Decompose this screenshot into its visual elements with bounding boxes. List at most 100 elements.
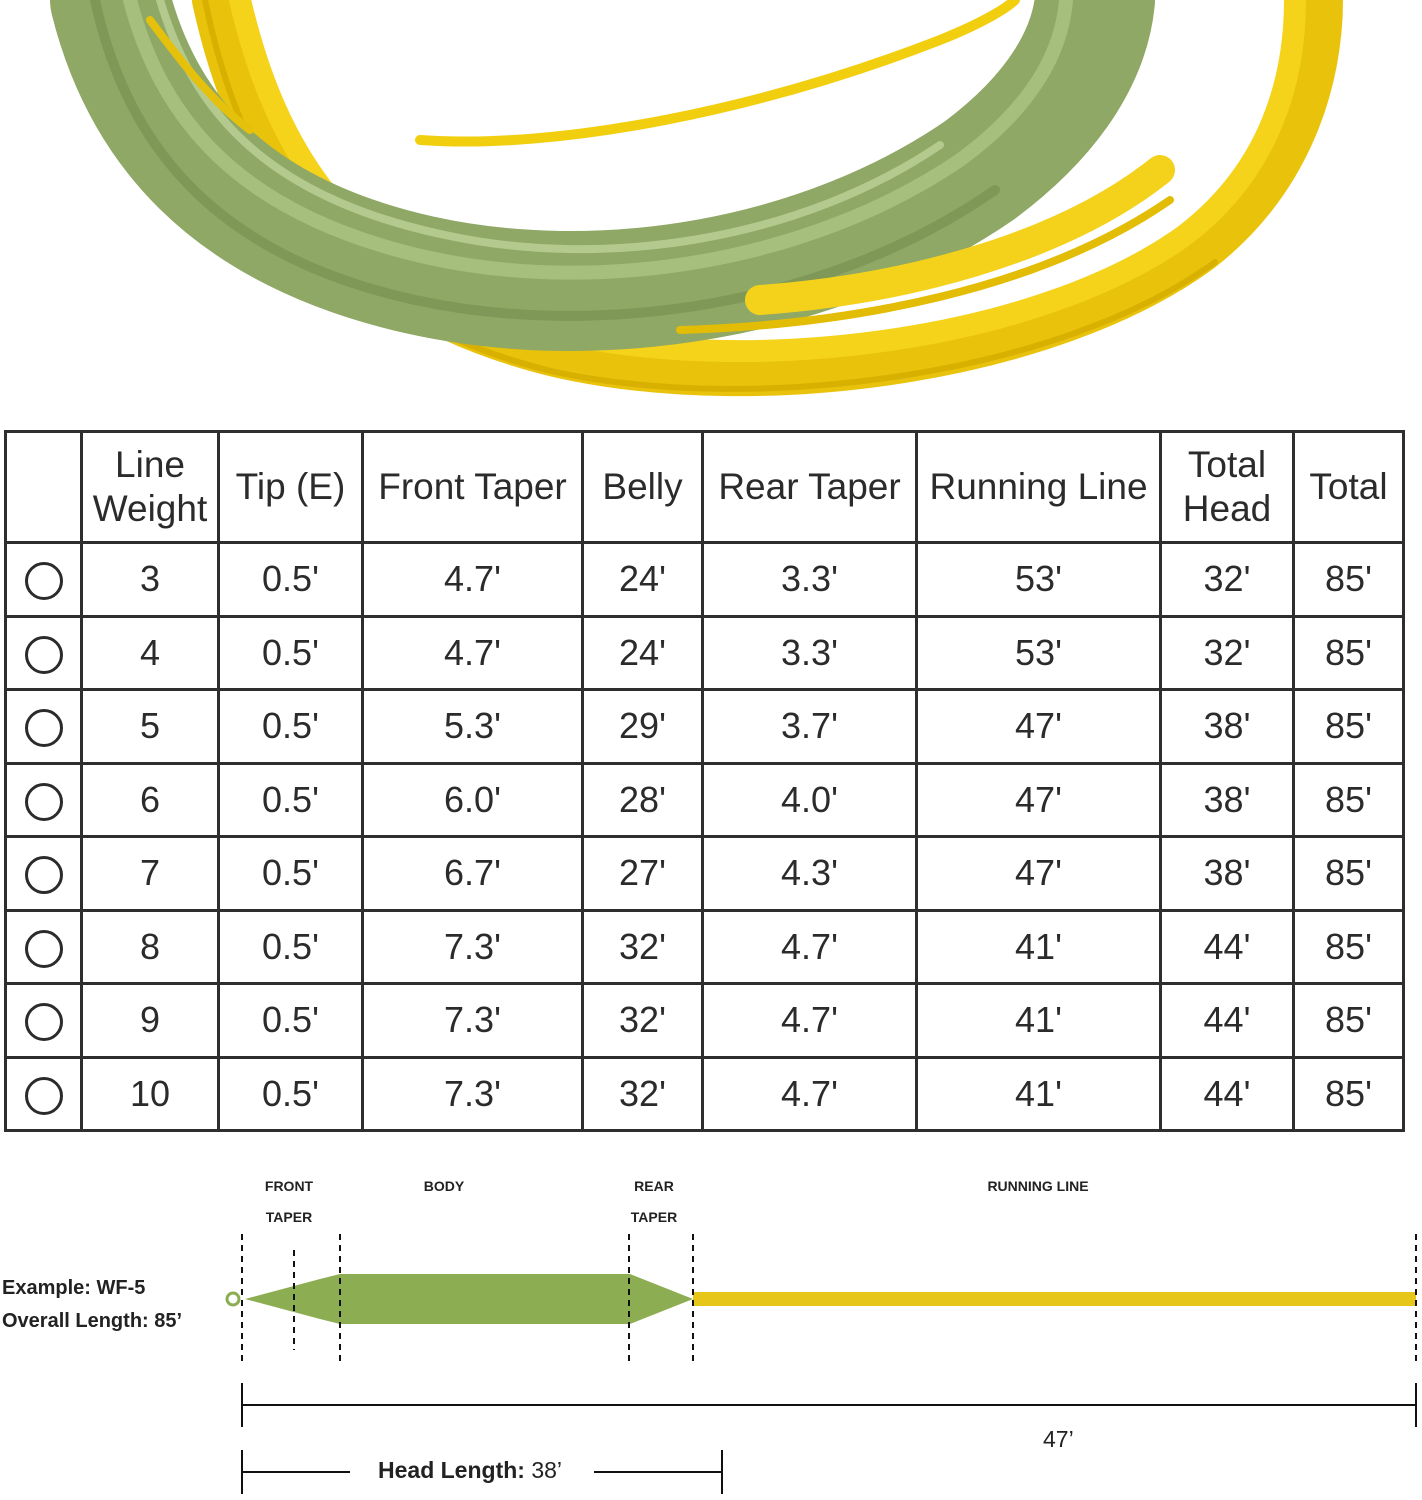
cell-total: 85' <box>1292 835 1405 912</box>
cell-rear-taper: 3.7' <box>701 688 918 765</box>
table-row: 6 0.5' 6.0' 28' 4.0' 47' 38' 85' <box>4 761 1405 838</box>
cell-tip: 0.5' <box>217 908 364 985</box>
cell-running-line: 53' <box>915 614 1162 691</box>
cell-total-head: 38' <box>1159 761 1295 838</box>
cell-tip: 0.5' <box>217 835 364 912</box>
cell-belly: 32' <box>581 982 704 1059</box>
cell-tip: 0.5' <box>217 688 364 765</box>
table-row: 10 0.5' 7.3' 32' 4.7' 41' 44' 85' <box>4 1055 1405 1132</box>
cell-total: 85' <box>1292 688 1405 765</box>
head-segment <box>245 1274 693 1324</box>
row-select-radio[interactable] <box>24 1003 63 1042</box>
table-row: 9 0.5' 7.3' 32' 4.7' 41' 44' 85' <box>4 982 1405 1059</box>
cell-belly: 24' <box>581 614 704 691</box>
select-cell <box>4 541 83 618</box>
cell-total-head: 44' <box>1159 982 1295 1059</box>
select-cell <box>4 688 83 765</box>
label-running-line: RUNNING LINE <box>987 1178 1089 1194</box>
cell-total-head: 32' <box>1159 614 1295 691</box>
cell-line-weight: 5 <box>80 688 220 765</box>
cell-line-weight: 6 <box>80 761 220 838</box>
cell-line-weight: 3 <box>80 541 220 618</box>
label-body: BODY <box>423 1178 465 1194</box>
cell-belly: 32' <box>581 908 704 985</box>
cell-line-weight: 10 <box>80 1055 220 1132</box>
cell-rear-taper: 4.7' <box>701 908 918 985</box>
cell-belly: 28' <box>581 761 704 838</box>
row-select-radio[interactable] <box>24 709 63 748</box>
label-rear-taper: REAR TAPER <box>620 1178 688 1225</box>
header-line-weight: Line Weight <box>80 430 220 544</box>
header-running-line: Running Line <box>915 430 1162 544</box>
cell-rear-taper: 3.3' <box>701 541 918 618</box>
cell-tip: 0.5' <box>217 541 364 618</box>
head-length-value: 38’ <box>531 1457 563 1483</box>
cell-front-taper: 7.3' <box>361 1055 584 1132</box>
taper-diagram-graphic <box>225 1234 1417 1494</box>
cell-running-line: 47' <box>915 761 1162 838</box>
select-cell <box>4 835 83 912</box>
select-cell <box>4 982 83 1059</box>
cell-front-taper: 5.3' <box>361 688 584 765</box>
select-cell <box>4 614 83 691</box>
select-cell <box>4 908 83 985</box>
label-rear-taper-line2: TAPER <box>630 1209 678 1225</box>
cell-total-head: 44' <box>1159 1055 1295 1132</box>
cell-line-weight: 9 <box>80 982 220 1059</box>
fly-line-coil-image <box>50 0 1343 397</box>
cell-front-taper: 4.7' <box>361 541 584 618</box>
label-front-taper: FRONT TAPER <box>249 1178 329 1225</box>
row-select-radio[interactable] <box>24 635 63 674</box>
cell-total-head: 38' <box>1159 835 1295 912</box>
cell-tip: 0.5' <box>217 614 364 691</box>
cell-running-line: 41' <box>915 1055 1162 1132</box>
cell-total: 85' <box>1292 1055 1405 1132</box>
header-front-taper: Front Taper <box>361 430 584 544</box>
running-line-segment <box>693 1292 1416 1306</box>
row-select-radio[interactable] <box>24 1076 63 1115</box>
row-select-radio[interactable] <box>24 782 63 821</box>
cell-rear-taper: 4.3' <box>701 835 918 912</box>
cell-line-weight: 7 <box>80 835 220 912</box>
cell-rear-taper: 4.0' <box>701 761 918 838</box>
select-cell <box>4 761 83 838</box>
cell-running-line: 47' <box>915 835 1162 912</box>
row-select-radio[interactable] <box>24 856 63 895</box>
cell-running-line: 53' <box>915 541 1162 618</box>
cell-running-line: 41' <box>915 982 1162 1059</box>
table-row: 3 0.5' 4.7' 24' 3.3' 53' 32' 85' <box>4 541 1405 618</box>
header-total-head: Total Head <box>1159 430 1295 544</box>
label-front-taper-line1: FRONT <box>264 1178 314 1194</box>
cell-front-taper: 6.0' <box>361 761 584 838</box>
cell-belly: 32' <box>581 1055 704 1132</box>
cell-belly: 29' <box>581 688 704 765</box>
header-belly: Belly <box>581 430 704 544</box>
table-row: 5 0.5' 5.3' 29' 3.7' 47' 38' 85' <box>4 688 1405 765</box>
header-total: Total <box>1292 430 1405 544</box>
running-length-value: 47’ <box>1043 1426 1074 1452</box>
row-select-radio[interactable] <box>24 562 63 601</box>
head-length-label: Head Length: <box>378 1457 525 1483</box>
header-rear-taper: Rear Taper <box>701 430 918 544</box>
cell-total: 85' <box>1292 908 1405 985</box>
taper-diagram: FRONT TAPER BODY REAR TAPER RUNNING LINE… <box>0 1150 1422 1500</box>
cell-running-line: 47' <box>915 688 1162 765</box>
label-front-taper-line2: TAPER <box>265 1209 313 1225</box>
example-label: Example: WF-5 <box>2 1277 146 1299</box>
cell-total-head: 44' <box>1159 908 1295 985</box>
table-row: 4 0.5' 4.7' 24' 3.3' 53' 32' 85' <box>4 614 1405 691</box>
cell-running-line: 41' <box>915 908 1162 985</box>
cell-line-weight: 4 <box>80 614 220 691</box>
table-row: 7 0.5' 6.7' 27' 4.3' 47' 38' 85' <box>4 835 1405 912</box>
cell-belly: 24' <box>581 541 704 618</box>
overall-length-label: Overall Length: 85’ <box>2 1310 183 1332</box>
head-length-readout: Head Length: 38’ <box>378 1457 562 1484</box>
cell-rear-taper: 3.3' <box>701 614 918 691</box>
cell-front-taper: 7.3' <box>361 982 584 1059</box>
header-line-weight-line1: Line Weight <box>92 444 208 529</box>
line-loop <box>225 1291 241 1307</box>
cell-total-head: 32' <box>1159 541 1295 618</box>
cell-front-taper: 7.3' <box>361 908 584 985</box>
row-select-radio[interactable] <box>24 929 63 968</box>
table-row: 8 0.5' 7.3' 32' 4.7' 41' 44' 85' <box>4 908 1405 985</box>
